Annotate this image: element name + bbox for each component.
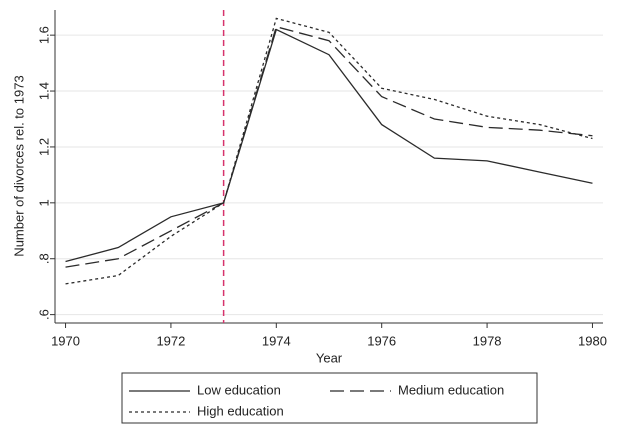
x-tick-label: 1976	[367, 333, 396, 348]
legend-box	[121, 372, 538, 424]
x-tick-label: 1974	[262, 333, 291, 348]
legend-label: Medium education	[398, 382, 504, 397]
series-line	[65, 17, 593, 285]
y-tick-label: 1.4	[36, 82, 51, 100]
x-tick-label: 1972	[156, 333, 185, 348]
series-line	[65, 28, 593, 263]
legend-label: Low education	[197, 382, 281, 397]
y-tick-label: .8	[36, 253, 51, 264]
series-line	[65, 25, 593, 268]
y-tick-label: 1.6	[36, 26, 51, 44]
x-tick-label: 1980	[578, 333, 607, 348]
y-axis-title: Number of divorces rel. to 1973	[11, 75, 26, 256]
x-axis-title: Year	[316, 350, 343, 365]
y-tick-label: 1	[36, 199, 51, 206]
legend-label: High education	[197, 403, 284, 418]
y-tick-label: .6	[36, 309, 51, 320]
x-tick-label: 1978	[473, 333, 502, 348]
y-tick-label: 1.2	[36, 138, 51, 156]
x-tick-label: 1970	[51, 333, 80, 348]
